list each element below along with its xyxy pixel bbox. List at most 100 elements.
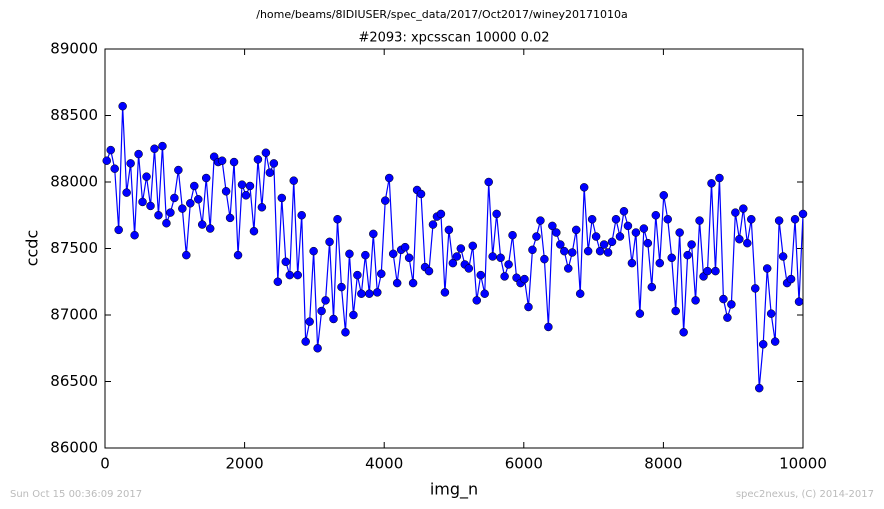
data-point <box>154 211 163 220</box>
data-point <box>703 266 712 276</box>
data-point <box>464 264 474 273</box>
data-point <box>591 232 601 241</box>
data-point <box>488 252 497 261</box>
data-point <box>758 340 768 349</box>
data-point <box>106 145 115 155</box>
data-point <box>627 258 637 268</box>
data-point <box>170 193 179 203</box>
data-point <box>201 173 211 183</box>
data-point <box>309 246 318 256</box>
data-point <box>786 274 796 284</box>
data-point <box>587 214 597 224</box>
data-point <box>440 288 450 297</box>
data-point <box>615 232 625 241</box>
x-tick-label: 8000 <box>644 455 682 473</box>
x-tick-label: 6000 <box>505 455 543 473</box>
data-point <box>719 294 728 304</box>
data-point <box>603 248 613 257</box>
data-point <box>671 306 680 316</box>
data-point <box>380 196 390 205</box>
y-axis-label: ccdc <box>23 230 42 267</box>
data-point <box>305 317 314 326</box>
data-point <box>349 310 358 320</box>
data-point <box>122 188 131 197</box>
data-point <box>317 306 326 316</box>
data-point <box>424 266 434 276</box>
data-line <box>106 106 804 389</box>
data-point <box>265 168 275 177</box>
data-point <box>166 208 175 217</box>
data-point <box>476 270 485 280</box>
data-point <box>683 250 692 260</box>
data-point <box>691 296 700 305</box>
data-point <box>472 296 482 305</box>
data-point <box>663 214 672 224</box>
data-point <box>794 297 804 306</box>
data-point <box>715 173 724 183</box>
data-point <box>329 314 338 324</box>
data-point <box>770 337 780 346</box>
data-point <box>532 232 541 241</box>
data-point <box>253 155 263 164</box>
data-point <box>126 159 135 168</box>
data-point <box>341 328 350 337</box>
data-point <box>436 209 446 219</box>
data-point <box>556 240 565 249</box>
data-point <box>679 328 688 337</box>
data-point <box>667 253 676 263</box>
data-point <box>607 237 617 247</box>
data-point <box>416 189 426 199</box>
data-point <box>118 101 127 111</box>
data-point <box>611 214 621 224</box>
data-point <box>448 258 458 268</box>
data-point <box>325 237 334 247</box>
data-point <box>186 199 195 208</box>
data-point <box>731 208 740 217</box>
data-point <box>269 159 279 168</box>
data-point <box>313 344 322 353</box>
data-point <box>217 156 227 165</box>
data-point <box>225 213 235 223</box>
data-point <box>229 157 239 167</box>
data-point <box>548 221 557 231</box>
data-point <box>456 244 466 253</box>
y-tick-label: 88500 <box>50 106 98 124</box>
data-point <box>150 144 159 153</box>
data-point <box>583 246 593 256</box>
data-point <box>321 296 330 305</box>
data-point <box>651 211 661 220</box>
data-point <box>190 181 199 191</box>
data-point <box>297 211 306 220</box>
data-point <box>345 249 354 259</box>
chart-suptitle: /home/beams/8IDIUSER/spec_data/2017/Oct2… <box>256 8 628 21</box>
data-point <box>754 383 764 393</box>
x-tick-label: 10000 <box>779 455 827 473</box>
data-point <box>392 278 402 288</box>
data-point <box>480 289 489 298</box>
data-point <box>743 238 752 248</box>
data-point <box>659 191 668 200</box>
data-point <box>384 173 394 183</box>
data-point <box>735 234 744 244</box>
data-point <box>261 148 271 157</box>
data-point <box>631 228 641 237</box>
data-point <box>655 258 665 268</box>
chart-title: #2093: xpcsscan 10000 0.02 <box>358 31 549 46</box>
data-point <box>400 242 410 252</box>
data-point <box>353 270 362 280</box>
data-point <box>798 209 808 219</box>
data-point <box>675 228 684 237</box>
data-point <box>241 191 251 200</box>
data-point <box>408 278 418 288</box>
data-point <box>528 245 537 255</box>
data-point <box>790 214 800 224</box>
data-point <box>774 216 784 225</box>
data-point <box>723 313 732 322</box>
data-point <box>114 225 123 235</box>
data-point <box>484 177 493 187</box>
data-point <box>142 172 151 181</box>
x-axis-label: img_n <box>430 480 478 500</box>
data-point <box>540 254 549 264</box>
data-point <box>579 183 589 192</box>
